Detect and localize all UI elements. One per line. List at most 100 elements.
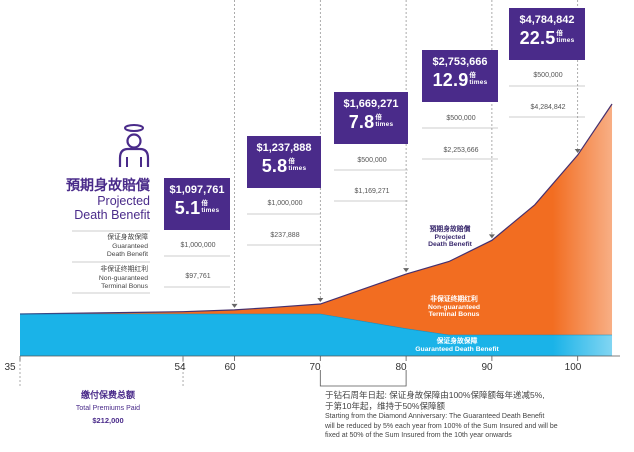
- x-tick-90: 90: [481, 362, 493, 373]
- legend-guaranteed-en-1: Guaranteed: [112, 242, 148, 250]
- times-en: times: [469, 79, 488, 86]
- callout-total: $2,753,666: [432, 56, 488, 68]
- axis-layer: [19, 355, 620, 387]
- times-en: times: [201, 207, 220, 214]
- x-tick-60: 60: [224, 362, 236, 373]
- times-en: times: [375, 121, 394, 128]
- note-en-2: will be reduced by 5% each year from 100…: [325, 422, 558, 430]
- area-label-total-en-2: Death Benefit: [428, 241, 472, 248]
- guaranteed-line: [20, 313, 613, 336]
- area-label-bonus-zh: 非保证终期红利: [430, 296, 478, 303]
- premium-label-en: Total Premiums Paid: [75, 405, 141, 412]
- callout-marker-100: [574, 149, 581, 154]
- areas-layer: [20, 104, 613, 356]
- projected-total-line: [19, 103, 613, 315]
- times-zh: 倍: [375, 114, 383, 121]
- premium-amount: $212,000: [92, 416, 124, 425]
- area-label-total: 預期身故賠償 Projected Death Benefit: [410, 226, 490, 249]
- note-zh-2: 于第10年起，维持于50%保障额: [325, 401, 445, 411]
- value-guaranteed-90: $500,000: [446, 115, 476, 122]
- legend-guaranteed-en-2: Death Benefit: [106, 251, 148, 258]
- times-en: times: [556, 37, 575, 44]
- times-zh: 倍: [469, 72, 477, 79]
- times-zh: 倍: [201, 200, 209, 207]
- note-en-3-text: fixed at 50% of the Sum Insured from the…: [325, 432, 512, 439]
- angel-person-icon: [118, 124, 150, 167]
- value-bonus-100: $4,284,842: [530, 104, 566, 111]
- value-guaranteed-100: $500,000: [533, 72, 563, 79]
- callout-box-age-90: $2,753,666 12.9倍 times: [422, 50, 498, 102]
- callout-total: $1,669,271: [343, 98, 399, 110]
- legend-guaranteed-zh: 保证身故保障: [107, 234, 148, 241]
- callout-multiple: 5.1倍 times: [164, 198, 230, 219]
- callout-marker-70: [317, 298, 324, 303]
- value-guaranteed-60: $1,000,000: [180, 242, 216, 249]
- callout-total: $1,237,888: [256, 142, 312, 154]
- note-en-3: fixed at 50% of the Sum Insured from the…: [325, 431, 625, 441]
- subtitle-text: Projected Death Benefit: [74, 194, 150, 222]
- x-tick-80: 80: [395, 362, 407, 373]
- times-zh: 倍: [556, 30, 564, 37]
- legend-bonus-zh: 非保证终期红利: [100, 266, 148, 273]
- value-bonus-90: $2,253,666: [443, 147, 479, 154]
- area-label-bonus: 非保证终期红利 Non-guaranteed Terminal Bonus: [414, 296, 494, 319]
- bonus-area: [20, 104, 613, 335]
- area-label-bonus-en-2: Terminal Bonus: [428, 311, 480, 318]
- times-zh: 倍: [288, 158, 296, 165]
- multiple-value: 12.9: [432, 70, 469, 90]
- times-label: 倍 times: [469, 72, 487, 86]
- chart-subtitle-line1: Projected Death Benefit: [40, 194, 150, 222]
- value-guaranteed-70: $1,000,000: [267, 200, 303, 207]
- area-label-guaranteed-zh: 保证身故保障: [436, 338, 478, 345]
- legend-bonus-en-2: Terminal Bonus: [101, 283, 148, 290]
- callout-box-age-100: $4,784,842 22.5倍 times: [509, 8, 585, 60]
- x-tick-35: 35: [4, 362, 16, 373]
- callout-multiple: 7.8倍 times: [334, 112, 408, 133]
- multiple-value: 22.5: [519, 28, 556, 48]
- callout-multiple: 22.5倍 times: [509, 28, 585, 49]
- callout-box-age-70: $1,237,888 5.8倍 times: [247, 136, 321, 188]
- callout-box-age-80: $1,669,271 7.8倍 times: [334, 92, 408, 144]
- lines-layer: [19, 0, 613, 336]
- area-label-guaranteed: 保证身故保障 Guaranteed Death Benefit: [398, 338, 516, 353]
- callout-box-age-60: $1,097,761 5.1倍 times: [164, 178, 230, 230]
- callout-marker-60: [231, 303, 238, 308]
- times-label: 倍 times: [556, 30, 574, 44]
- note-zh-1: 于钻石周年日起: 保证身故保障由100%保障额每年递减5%,: [325, 390, 545, 400]
- value-bonus-60: $97,761: [185, 273, 211, 280]
- note-en-1: Starting from the Diamond Anniversary: T…: [325, 413, 545, 420]
- x-tick-100: 100: [564, 362, 582, 373]
- callout-total: $4,784,842: [519, 14, 575, 26]
- premium-block: 缴付保费总额 Total Premiums Paid $212,000: [48, 388, 168, 425]
- area-label-guaranteed-en: Guaranteed Death Benefit: [415, 345, 499, 353]
- x-tick-70: 70: [309, 362, 321, 373]
- multiple-value: 5.1: [174, 198, 201, 218]
- times-label: 倍 times: [375, 114, 393, 128]
- value-guaranteed-80: $500,000: [357, 157, 387, 164]
- area-label-total-en-1: Projected: [434, 233, 466, 241]
- legend-bonus: 非保证终期红利 Non-guaranteed Terminal Bonus: [44, 266, 148, 292]
- times-label: 倍 times: [201, 200, 219, 214]
- value-bonus-70: $237,888: [270, 232, 300, 239]
- value-bonus-80: $1,169,271: [354, 188, 390, 195]
- times-en: times: [288, 165, 307, 172]
- chart-title: 預期身故賠償: [66, 177, 150, 193]
- x-tick-54: 54: [174, 362, 186, 373]
- area-label-bonus-en-1: Non-guaranteed: [427, 303, 481, 311]
- legend-guaranteed: 保证身故保障 Guaranteed Death Benefit: [44, 234, 148, 260]
- multiple-value: 5.8: [261, 156, 288, 176]
- diamond-bracket: [319, 370, 407, 387]
- note-block: 于钻石周年日起: 保证身故保障由100%保障额每年递减5%, 于第10年起，维持…: [325, 390, 625, 441]
- callout-marker-80: [403, 268, 410, 273]
- callout-multiple: 12.9倍 times: [422, 70, 498, 91]
- legend-bonus-en-1: Non-guaranteed: [98, 274, 148, 282]
- callout-multiple: 5.8倍 times: [247, 156, 321, 177]
- guaranteed-area: [20, 314, 613, 356]
- multiple-value: 7.8: [348, 112, 375, 132]
- area-label-total-zh: 預期身故賠償: [429, 226, 471, 233]
- callout-marker-90: [488, 234, 495, 239]
- callout-total: $1,097,761: [169, 184, 225, 196]
- premium-label-zh: 缴付保费总额: [80, 390, 135, 400]
